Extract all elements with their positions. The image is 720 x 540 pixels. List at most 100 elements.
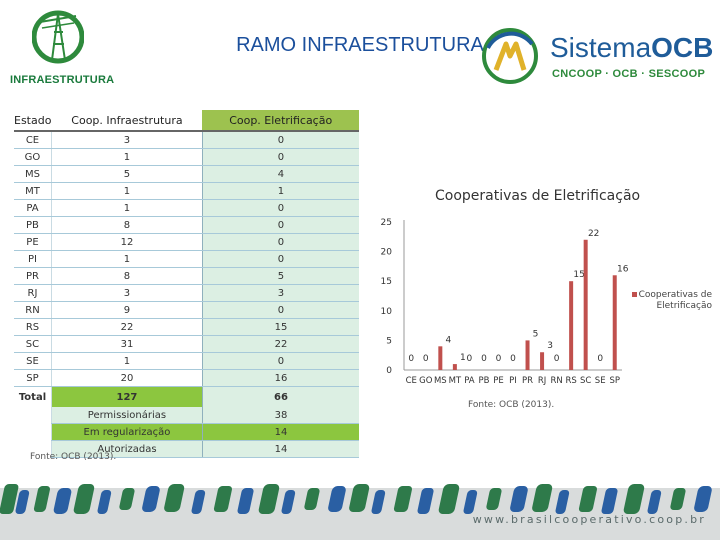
cell-eletr: 0 [201,131,359,149]
bar [540,352,545,370]
bar [583,239,588,370]
cell-eletr: 5 [201,267,359,285]
y-tick-label: 5 [386,336,392,346]
data-label: 3 [547,341,553,351]
y-tick-label: 20 [381,248,393,258]
sub-row-value: 38 [201,407,359,424]
table-row: SE 1 0 [14,352,359,370]
x-tick-label: GO [419,376,433,386]
sub-row-label: Em regularização [50,423,203,441]
data-label: 22 [588,229,599,239]
y-tick-label: 15 [381,277,392,287]
header-coop-eletrificacao: Coop. Eletrificação [202,110,359,132]
header-coop-infraestrutura: Coop. Infraestrutura [51,110,203,132]
x-tick-label: CE [406,376,417,386]
cell-estado: PR [14,267,52,285]
cell-estado: PB [14,216,52,234]
total-row: Total 127 66 [14,386,359,407]
data-label: 15 [573,270,584,280]
cell-eletr: 3 [201,284,359,302]
cell-estado: MS [14,165,52,183]
data-label: 0 [496,354,502,364]
sub-row-label: Autorizadas [50,440,203,458]
cell-infra: 22 [50,318,203,336]
sistema-ocb-name-bold: OCB [651,32,714,63]
table-row: PB 8 0 [14,216,359,234]
table-row: PR 8 5 [14,267,359,285]
cell-infra: 1 [50,182,203,200]
cell-eletr: 4 [201,165,359,183]
data-label: 0 [554,354,560,364]
bar [452,364,457,370]
cell-estado: MT [14,182,52,200]
x-tick-label: SP [609,376,620,386]
cell-infra: 1 [50,250,203,268]
table-row: MS 5 4 [14,165,359,183]
sub-row-value: 14 [201,423,359,441]
cell-eletr: 16 [201,369,359,387]
cell-infra: 8 [50,267,203,285]
x-tick-label: RJ [538,376,546,386]
table-row: SP 20 16 [14,369,359,387]
cell-estado: PI [14,250,52,268]
eletrificacao-chart: Cooperativas de Eletrificação 0 5 10 15 20 25… [360,180,712,420]
legend-swatch [631,292,637,297]
bar [438,346,443,370]
x-tick-label: PE [493,376,504,386]
table-header-row: Estado Coop. Infraestrutura Coop. Eletri… [14,110,359,132]
x-tick-label: PI [509,376,517,386]
cell-estado: GO [14,148,52,166]
footer-banner [0,484,720,540]
cell-infra: 20 [50,369,203,387]
cell-estado: CE [14,131,52,149]
data-label: 16 [617,264,629,274]
data-label: 0 [597,354,603,364]
cell-infra: 3 [50,131,203,149]
table-row: SC 31 22 [14,335,359,353]
x-tick-label: MT [449,376,462,386]
cell-eletr: 22 [201,335,359,353]
cell-eletr: 0 [201,233,359,251]
cell-eletr: 0 [201,250,359,268]
cell-eletr: 0 [201,301,359,319]
x-tick-label: RN [550,376,562,386]
sub-row-em-regularizacao: Em regularização 14 [14,423,359,441]
sub-row-label: Permissionárias [50,407,203,424]
table-row: PE 12 0 [14,233,359,251]
cell-infra: 12 [50,233,203,251]
sistema-ocb-name: SistemaOCB [550,32,713,64]
data-label: 0 [510,354,516,364]
legend-label: Cooperativas de Eletrificação [638,290,712,311]
data-label: 4 [445,335,451,345]
x-tick-label: SE [595,376,606,386]
y-tick-label: 10 [381,307,393,317]
ocb-emblem-icon [482,28,538,84]
sub-row-permissionarias: Permissionárias 38 [14,407,359,424]
cell-estado: RS [14,318,52,336]
sub-row-autorizadas: Autorizadas 14 [14,440,359,458]
total-eletr: 66 [201,386,359,407]
cell-eletr: 0 [201,199,359,217]
cell-estado: RJ [14,284,52,302]
table-row: RN 9 0 [14,301,359,319]
sistema-ocb-subtitle: CNCOOP · OCB · SESCOOP [552,68,706,80]
data-label: 0 [467,354,473,364]
chart-title: Cooperativas de Eletrificação [435,188,641,204]
sistema-ocb-name-regular: Sistema [550,32,652,63]
cell-infra: 9 [50,301,203,319]
cell-infra: 31 [50,335,203,353]
table-source: Fonte: OCB (2013). [30,452,117,462]
x-tick-label: RS [565,376,576,386]
data-label: 0 [423,354,429,364]
cell-eletr: 0 [201,148,359,166]
data-label: 0 [408,354,414,364]
total-label: Total [18,391,47,403]
bar [612,275,617,370]
infraestrutura-logo: INFRAESTRUTURA [10,8,115,86]
x-tick-label: PR [522,376,533,386]
total-infra: 127 [50,386,203,407]
cell-estado: RN [14,301,52,319]
bar [525,340,530,370]
cell-estado: PA [14,199,52,217]
chart-legend: Cooperativas de Eletrificação [626,290,712,312]
